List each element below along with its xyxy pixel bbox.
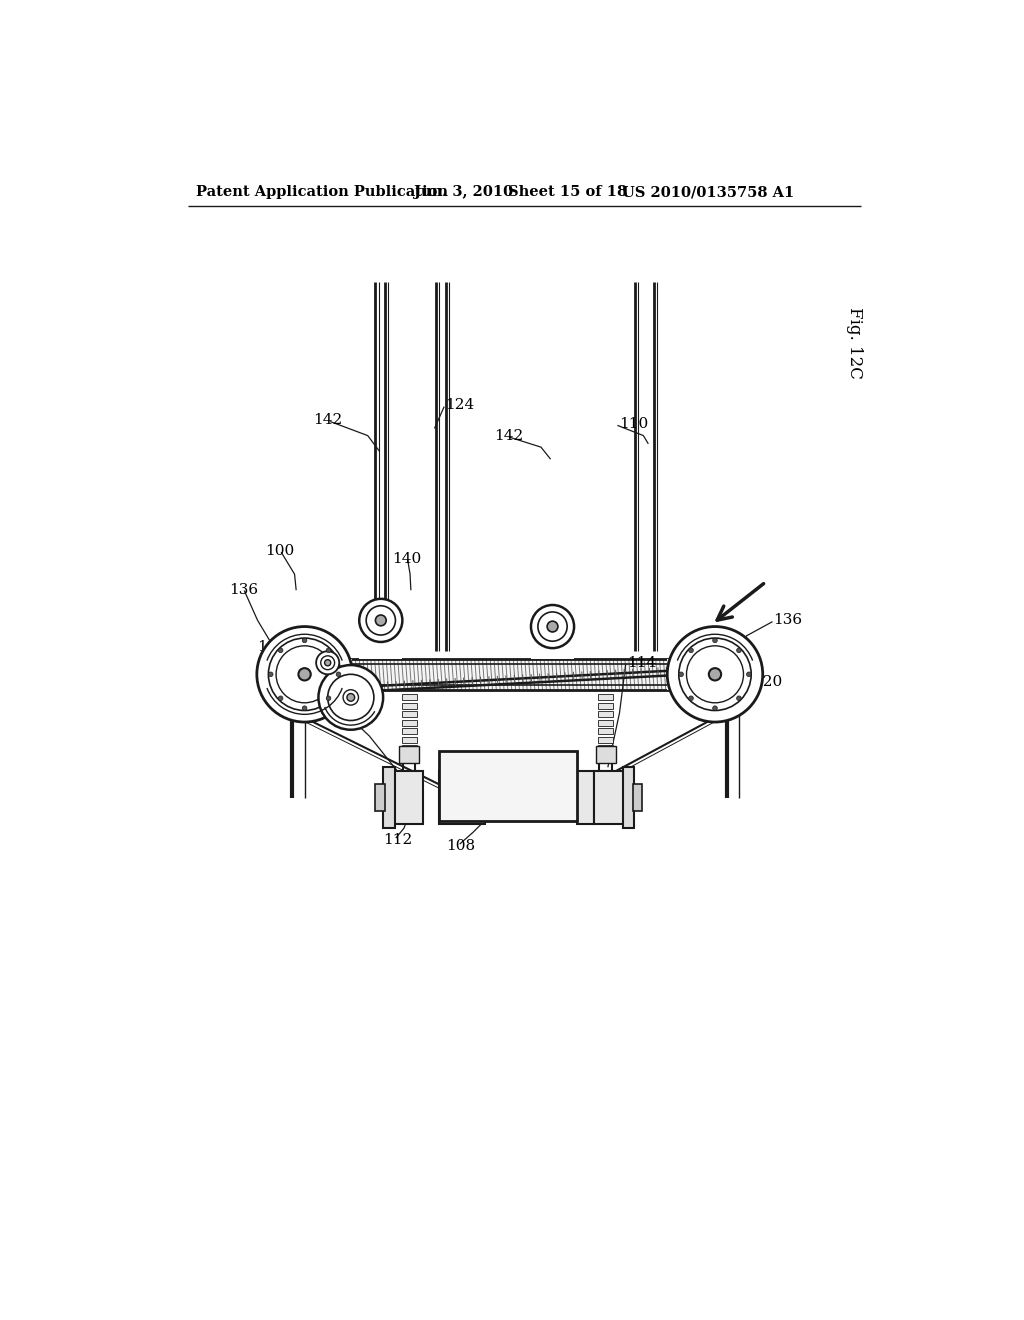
Bar xyxy=(392,771,423,825)
Bar xyxy=(596,746,615,763)
Text: 124: 124 xyxy=(444,397,474,412)
Text: 142: 142 xyxy=(494,429,523,442)
Text: 108: 108 xyxy=(446,840,475,853)
Bar xyxy=(359,616,402,659)
Bar xyxy=(401,737,417,743)
Circle shape xyxy=(257,627,352,722)
Bar xyxy=(594,771,625,825)
Bar xyxy=(401,729,417,734)
Circle shape xyxy=(325,660,331,665)
Circle shape xyxy=(327,648,331,652)
Bar xyxy=(257,659,352,689)
Circle shape xyxy=(316,651,339,675)
Text: 136: 136 xyxy=(773,614,803,627)
Circle shape xyxy=(547,622,558,632)
Bar xyxy=(598,737,613,743)
Circle shape xyxy=(318,665,383,730)
Text: Patent Application Publication: Patent Application Publication xyxy=(196,185,449,199)
Text: 112: 112 xyxy=(383,833,413,847)
Bar xyxy=(376,784,385,812)
Text: 114: 114 xyxy=(258,640,287,655)
Bar xyxy=(401,719,417,726)
Circle shape xyxy=(709,668,721,681)
Text: 100: 100 xyxy=(265,544,295,558)
Text: US 2010/0135758 A1: US 2010/0135758 A1 xyxy=(622,185,794,199)
Circle shape xyxy=(336,672,341,677)
Bar xyxy=(633,784,642,812)
Bar xyxy=(438,771,484,825)
Bar xyxy=(438,751,578,821)
Bar xyxy=(401,744,417,751)
Bar xyxy=(399,746,419,763)
Bar xyxy=(668,659,763,689)
Text: 140: 140 xyxy=(392,552,422,566)
Circle shape xyxy=(679,672,683,677)
Bar xyxy=(578,771,594,825)
Circle shape xyxy=(689,648,693,652)
Circle shape xyxy=(347,693,354,701)
Text: 136: 136 xyxy=(229,582,258,597)
Bar xyxy=(598,711,613,718)
Bar xyxy=(623,767,634,829)
Circle shape xyxy=(327,696,331,701)
Bar xyxy=(531,620,574,659)
Circle shape xyxy=(668,627,763,722)
Bar xyxy=(598,702,613,709)
Text: Fig. 12C: Fig. 12C xyxy=(846,308,863,379)
Bar xyxy=(383,767,394,829)
Circle shape xyxy=(298,668,310,681)
Text: 114: 114 xyxy=(628,656,656,669)
Bar xyxy=(598,729,613,734)
Bar xyxy=(401,694,417,701)
Circle shape xyxy=(736,696,741,701)
Bar xyxy=(598,719,613,726)
Text: 110: 110 xyxy=(620,417,649,432)
Circle shape xyxy=(736,648,741,652)
Circle shape xyxy=(268,672,273,677)
Text: 142: 142 xyxy=(313,413,342,428)
Text: 120: 120 xyxy=(753,675,782,689)
Bar xyxy=(401,711,417,718)
Bar xyxy=(401,702,417,709)
Circle shape xyxy=(713,638,717,643)
Text: Sheet 15 of 18: Sheet 15 of 18 xyxy=(508,185,627,199)
Circle shape xyxy=(279,648,283,652)
Circle shape xyxy=(531,605,574,648)
Text: Jun. 3, 2010: Jun. 3, 2010 xyxy=(414,185,513,199)
Circle shape xyxy=(279,696,283,701)
Circle shape xyxy=(359,599,402,642)
Circle shape xyxy=(302,706,307,710)
Circle shape xyxy=(302,638,307,643)
Bar xyxy=(313,659,707,689)
Circle shape xyxy=(746,672,752,677)
Circle shape xyxy=(376,615,386,626)
Bar xyxy=(598,744,613,751)
Bar xyxy=(598,694,613,701)
Circle shape xyxy=(713,706,717,710)
Circle shape xyxy=(689,696,693,701)
